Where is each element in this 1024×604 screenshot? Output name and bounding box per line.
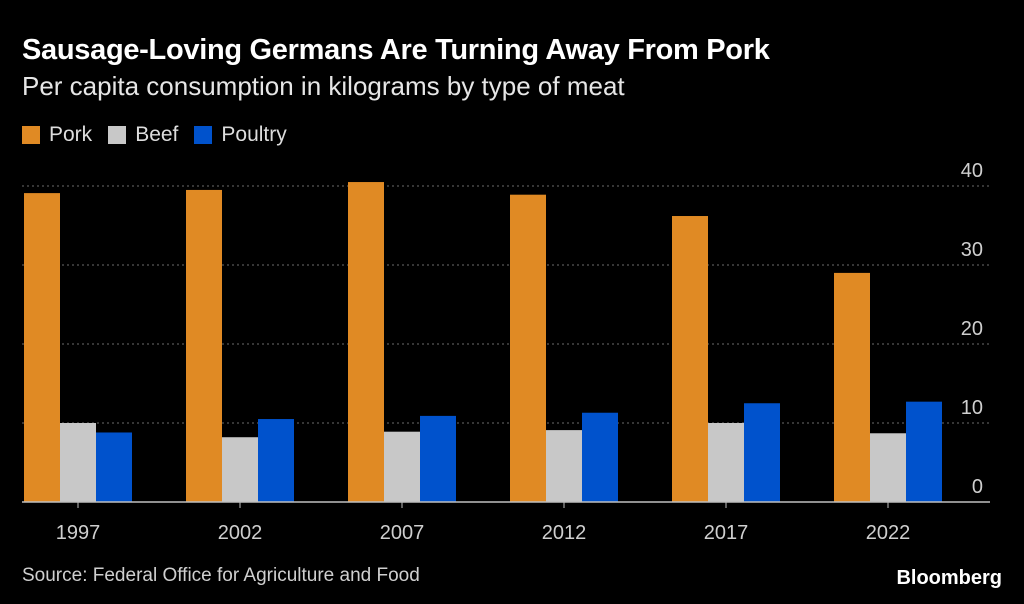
- legend: Pork Beef Poultry: [22, 123, 287, 147]
- x-tick-label-2007: 2007: [380, 522, 425, 544]
- x-tick-label-2002: 2002: [218, 522, 263, 544]
- bar-poultry-2002: [258, 419, 294, 502]
- y-tick-label-20: 20: [961, 318, 983, 340]
- bar-poultry-2017: [744, 403, 780, 502]
- x-tick-label-2012: 2012: [542, 522, 587, 544]
- bar-poultry-2022: [906, 401, 942, 502]
- legend-label-beef: Beef: [135, 123, 179, 146]
- bar-pork-2007: [348, 182, 384, 503]
- legend-swatch-pork: [22, 126, 40, 144]
- x-tick-label-2022: 2022: [866, 522, 911, 544]
- legend-label-poultry: Poultry: [221, 123, 287, 146]
- bar-pork-2002: [186, 189, 222, 502]
- bar-poultry-2012: [582, 412, 618, 502]
- bar-beef-2012: [546, 430, 582, 502]
- legend-item-poultry: Poultry: [194, 123, 287, 147]
- source-note: Source: Federal Office for Agriculture a…: [22, 565, 420, 586]
- bar-pork-1997: [24, 193, 60, 503]
- chart-subtitle: Per capita consumption in kilograms by t…: [22, 71, 625, 101]
- bar-beef-2017: [708, 423, 744, 502]
- x-tick-label-2017: 2017: [704, 522, 749, 544]
- legend-item-beef: Beef: [108, 123, 178, 147]
- bar-beef-2007: [384, 431, 420, 502]
- bloomberg-logo: Bloomberg: [896, 567, 1002, 589]
- bar-beef-2022: [870, 433, 906, 502]
- legend-label-pork: Pork: [49, 123, 93, 146]
- x-tick-label-1997: 1997: [56, 522, 101, 544]
- legend-swatch-beef: [108, 126, 127, 144]
- bar-pork-2012: [510, 194, 546, 502]
- bar-pork-2017: [672, 216, 708, 502]
- chart-title: Sausage-Loving Germans Are Turning Away …: [22, 34, 770, 66]
- y-tick-label-40: 40: [961, 160, 983, 182]
- bar-beef-1997: [60, 423, 96, 502]
- legend-swatch-poultry: [194, 126, 213, 144]
- legend-item-pork: Pork: [22, 123, 92, 147]
- bar-beef-2002: [222, 437, 258, 502]
- y-tick-label-0: 0: [972, 476, 983, 498]
- bar-pork-2022: [834, 272, 870, 502]
- bar-poultry-2007: [420, 415, 456, 502]
- y-tick-label-10: 10: [961, 397, 983, 419]
- y-tick-label-30: 30: [961, 239, 983, 261]
- bar-poultry-1997: [96, 432, 132, 502]
